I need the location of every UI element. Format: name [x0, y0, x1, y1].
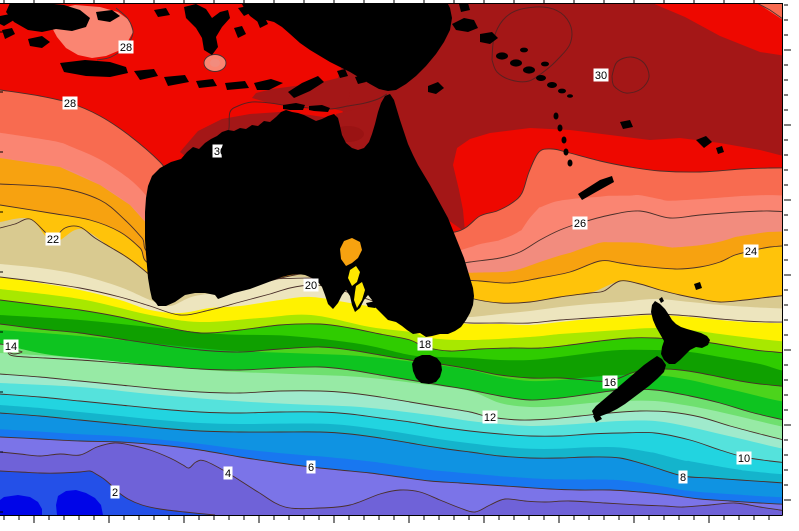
svg-text:26: 26	[574, 218, 586, 230]
svg-text:14: 14	[5, 341, 17, 353]
svg-text:28: 28	[120, 42, 132, 54]
svg-text:28: 28	[64, 98, 76, 110]
svg-text:22: 22	[47, 234, 59, 246]
svg-text:30: 30	[595, 70, 607, 82]
svg-text:10: 10	[738, 453, 750, 465]
svg-text:16: 16	[604, 377, 616, 389]
svg-text:2: 2	[112, 487, 118, 499]
svg-text:4: 4	[225, 468, 231, 480]
svg-text:18: 18	[419, 339, 431, 351]
svg-text:24: 24	[745, 246, 757, 258]
svg-text:6: 6	[308, 462, 314, 474]
svg-text:8: 8	[680, 472, 686, 484]
svg-text:20: 20	[305, 280, 317, 292]
svg-text:12: 12	[484, 412, 496, 424]
